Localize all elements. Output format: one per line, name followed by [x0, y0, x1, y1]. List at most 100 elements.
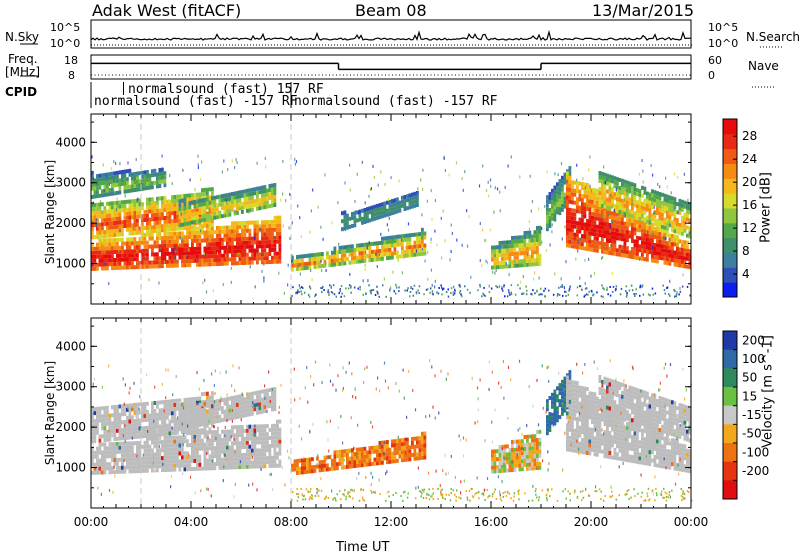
data-cell	[659, 212, 662, 216]
data-cell	[384, 248, 387, 252]
data-cell	[211, 223, 214, 227]
near-range-speck	[562, 284, 564, 286]
data-cell	[109, 426, 112, 430]
data-cell	[169, 216, 172, 220]
data-cell	[659, 252, 662, 256]
data-cell	[416, 203, 419, 207]
noise-speck	[225, 254, 226, 257]
data-cell	[624, 246, 627, 250]
data-cell	[114, 446, 117, 450]
data-cell	[311, 253, 314, 257]
data-cell	[159, 184, 162, 188]
data-cell	[149, 186, 152, 190]
data-cell	[239, 198, 242, 202]
data-cell	[121, 242, 124, 246]
data-cell	[206, 217, 209, 221]
data-cell	[154, 205, 157, 209]
data-cell	[191, 235, 194, 239]
data-cell	[619, 229, 622, 233]
noise-speck	[652, 246, 653, 249]
data-cell	[636, 200, 639, 204]
data-cell	[166, 460, 169, 464]
data-cell	[304, 470, 307, 474]
data-cell	[116, 470, 119, 474]
noise-speck	[375, 253, 376, 256]
data-cell	[266, 205, 269, 209]
data-cell	[404, 250, 407, 254]
noise-speck	[157, 179, 158, 182]
data-cell	[179, 207, 182, 211]
data-cell	[164, 256, 167, 260]
data-cell	[219, 254, 222, 258]
noise-speck	[610, 230, 611, 233]
data-cell	[614, 232, 617, 236]
noise-speck	[436, 243, 437, 246]
data-cell	[391, 256, 394, 260]
data-cell	[354, 256, 357, 260]
data-cell	[639, 236, 642, 240]
noise-speck	[642, 159, 643, 162]
data-cell	[181, 427, 184, 431]
data-cell	[656, 239, 659, 243]
data-cell	[224, 446, 227, 450]
noise-speck	[257, 162, 258, 165]
data-cell	[109, 234, 112, 238]
data-cell	[376, 212, 379, 216]
data-cell	[99, 215, 102, 219]
noise-speck	[182, 169, 183, 172]
noise-speck	[590, 275, 591, 278]
noise-speck	[325, 262, 326, 265]
data-cell	[254, 403, 257, 407]
noise-speck	[495, 186, 496, 189]
data-cell	[391, 240, 394, 244]
data-cell	[344, 253, 347, 257]
data-cell	[129, 449, 132, 453]
data-cell	[191, 459, 194, 463]
noise-speck	[669, 220, 670, 223]
data-cell	[374, 209, 377, 213]
data-cell	[229, 242, 232, 246]
near-range-speck	[508, 289, 510, 291]
data-cell	[166, 444, 169, 448]
data-cell	[136, 469, 139, 473]
data-cell	[656, 227, 659, 231]
data-cell	[184, 214, 187, 218]
data-cell	[624, 184, 627, 188]
data-cell	[391, 244, 394, 248]
data-cell	[609, 239, 612, 243]
data-cell	[259, 394, 262, 398]
data-cell	[299, 267, 302, 271]
data-cell	[551, 197, 554, 201]
data-cell	[596, 229, 599, 233]
data-cell	[111, 258, 114, 262]
data-cell	[594, 188, 597, 192]
near-range-speck	[469, 292, 471, 294]
data-cell	[264, 436, 267, 440]
data-cell	[174, 264, 177, 268]
data-cell	[274, 260, 277, 264]
data-cell	[241, 229, 244, 233]
data-cell	[264, 189, 267, 193]
data-cell	[161, 256, 164, 260]
data-cell	[126, 454, 129, 458]
data-cell	[239, 414, 242, 418]
data-cell	[601, 230, 604, 234]
data-cell	[131, 207, 134, 211]
data-cell	[186, 430, 189, 434]
noise-speck	[227, 246, 228, 249]
data-cell	[304, 466, 307, 470]
data-cell	[164, 432, 167, 436]
data-cell	[659, 196, 662, 200]
near-range-speck	[495, 285, 497, 287]
data-cell	[621, 211, 624, 215]
data-cell	[674, 229, 677, 233]
data-cell	[254, 445, 257, 449]
data-cell	[191, 443, 194, 447]
data-cell	[161, 196, 164, 200]
data-cell	[209, 458, 212, 462]
noise-speck	[578, 240, 579, 243]
data-cell	[119, 446, 122, 450]
data-cell	[214, 430, 217, 434]
noise-speck	[417, 194, 418, 197]
data-cell	[226, 434, 229, 438]
